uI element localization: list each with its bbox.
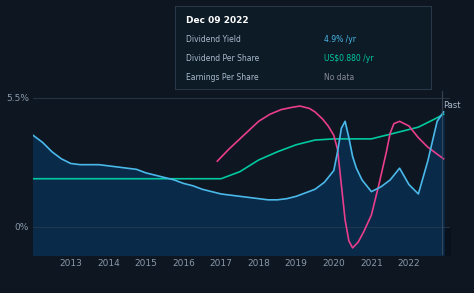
- Text: No data: No data: [324, 74, 354, 83]
- Text: Dec 09 2022: Dec 09 2022: [186, 16, 248, 25]
- Text: 4.9% /yr: 4.9% /yr: [324, 35, 356, 44]
- Text: US$0.880 /yr: US$0.880 /yr: [324, 54, 374, 63]
- Text: Dividend Per Share: Dividend Per Share: [186, 54, 259, 63]
- Text: Past: Past: [443, 101, 461, 110]
- Text: Earnings Per Share: Earnings Per Share: [186, 74, 258, 83]
- Text: Dividend Yield: Dividend Yield: [186, 35, 240, 44]
